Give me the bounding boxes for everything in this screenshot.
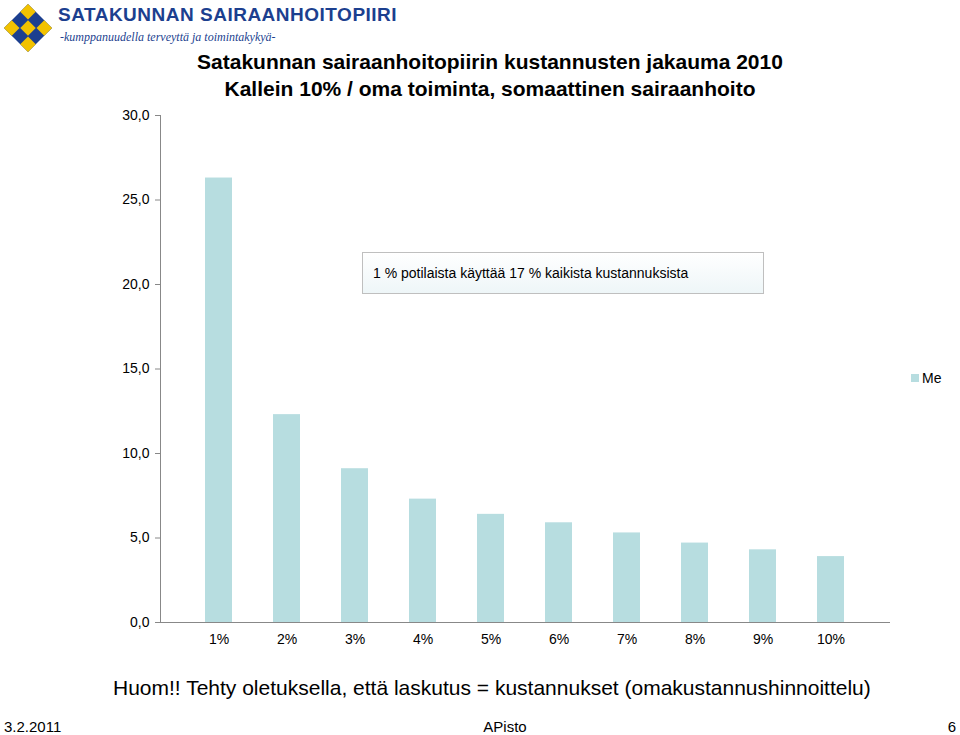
svg-text:6%: 6% [549, 631, 569, 647]
html-text:Huom!! Tehty oletuksella, että: Huom!! Tehty oletuksella, että laskutus … [113, 676, 871, 699]
svg-text:10%: 10% [817, 631, 845, 647]
svg-text:0,0: 0,0 [130, 614, 150, 630]
html-text:SATAKUNNAN SAIRAANHOITOPIIRI: SATAKUNNAN SAIRAANHOITOPIIRI [58, 4, 398, 25]
html-text:3.2.2011: 3.2.2011 [4, 718, 62, 735]
svg-text:1%: 1% [209, 631, 229, 647]
svg-text:8%: 8% [685, 631, 705, 647]
svg-text:2%: 2% [277, 631, 297, 647]
html-text:APisto: APisto [483, 718, 527, 735]
svg-text:9%: 9% [753, 631, 773, 647]
html-text:Kallein 10% / oma toiminta, so: Kallein 10% / oma toiminta, somaattinen … [224, 77, 756, 100]
svg-text:5%: 5% [481, 631, 501, 647]
svg-text:10,0: 10,0 [122, 445, 149, 461]
svg-text:25,0: 25,0 [122, 191, 149, 207]
svg-text:15,0: 15,0 [122, 360, 149, 376]
svg-text:20,0: 20,0 [122, 276, 149, 292]
svg-text:4%: 4% [413, 631, 433, 647]
svg-text:7%: 7% [617, 631, 637, 647]
html-text:-kumppanuudella terveyttä ja t: -kumppanuudella terveyttä ja toimintakyk… [60, 30, 276, 44]
svg-text:30,0: 30,0 [122, 107, 149, 123]
html-text:Me: Me [922, 370, 942, 386]
html-text:6: 6 [947, 718, 956, 735]
html-text:Satakunnan sairaanhoitopiirin: Satakunnan sairaanhoitopiirin kustannust… [197, 50, 783, 73]
svg-text:3%: 3% [345, 631, 365, 647]
svg-text:5,0: 5,0 [130, 529, 150, 545]
html-text:1 % potilaista käyttää 17 % ka: 1 % potilaista käyttää 17 % kaikista kus… [373, 265, 689, 281]
